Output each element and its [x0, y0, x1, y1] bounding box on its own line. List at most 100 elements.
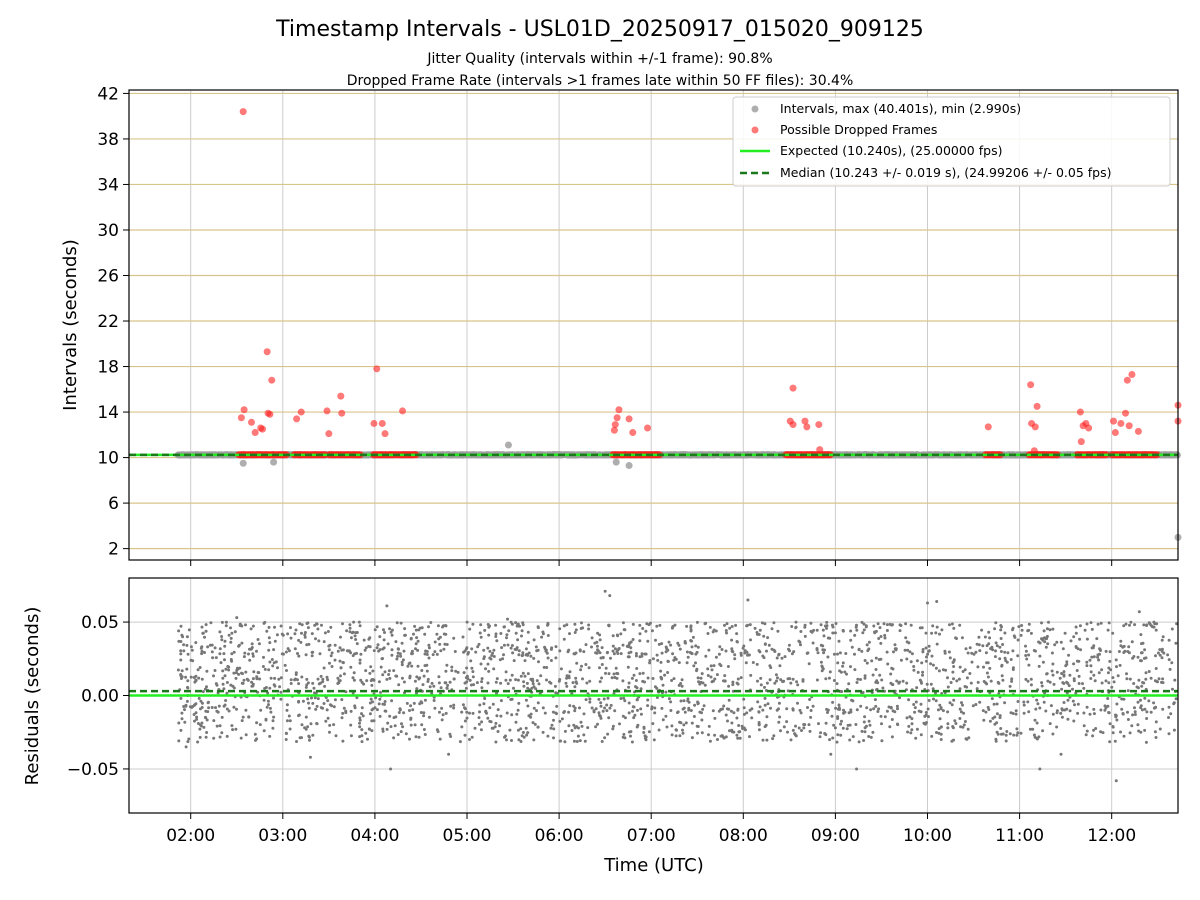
figure-subtitle-dropped: Dropped Frame Rate (intervals >1 frames … — [347, 73, 854, 89]
residual-point — [289, 626, 292, 630]
residual-point — [253, 732, 257, 736]
residual-point — [289, 678, 293, 682]
residual-point — [1051, 712, 1055, 716]
residual-point — [723, 674, 727, 678]
residual-point — [899, 658, 903, 662]
residual-point — [653, 711, 657, 715]
residual-point — [722, 736, 726, 740]
residual-point — [874, 656, 878, 660]
residual-point — [1115, 702, 1119, 706]
residual-point — [876, 710, 880, 713]
residual-point — [720, 648, 724, 651]
residual-point — [206, 701, 210, 705]
residual-point — [277, 677, 281, 681]
residual-point — [1154, 667, 1158, 670]
residual-point — [487, 669, 491, 673]
residual-point — [1144, 671, 1148, 675]
top-x-axis — [190, 560, 1113, 566]
residual-point — [682, 699, 686, 703]
residual-point — [462, 671, 466, 675]
residual-point — [578, 739, 582, 743]
dropped-frame-point — [325, 430, 333, 438]
residual-point — [742, 644, 746, 648]
residual-point — [667, 640, 671, 644]
dropped-frame-point — [1110, 417, 1118, 425]
dropped-frame-point — [240, 406, 248, 414]
residual-point — [515, 712, 519, 716]
dropped-frame-point — [625, 415, 633, 423]
dropped-frame-point — [1031, 423, 1039, 431]
residual-point — [303, 633, 307, 637]
residual-point — [305, 683, 309, 687]
residual-point — [663, 673, 667, 677]
residual-point — [229, 640, 233, 644]
residual-point — [669, 643, 673, 647]
residual-point — [1129, 620, 1133, 624]
residual-point — [185, 699, 189, 703]
residual-point — [340, 698, 344, 702]
residual-point — [680, 684, 684, 688]
residual-point — [567, 710, 571, 714]
residual-point — [199, 707, 202, 711]
residual-point — [446, 683, 450, 687]
residual-point — [1040, 681, 1044, 685]
residual-point — [974, 703, 978, 706]
residual-point — [612, 672, 616, 676]
residual-point — [907, 698, 911, 702]
residual-point — [1140, 708, 1144, 712]
residual-point — [364, 669, 368, 673]
residual-point — [938, 717, 942, 721]
residual-point — [713, 716, 717, 720]
figure-subtitle-jitter: Jitter Quality (intervals within +/-1 fr… — [426, 51, 772, 67]
residual-point — [1160, 656, 1164, 660]
top-y-axis-label: Intervals (seconds) — [60, 239, 81, 411]
residual-point — [358, 735, 362, 739]
residual-point — [465, 666, 469, 670]
dropped-frame-point — [247, 418, 255, 426]
residual-point — [703, 683, 707, 687]
dropped-frame-point — [293, 415, 301, 423]
residual-point — [383, 702, 386, 706]
residual-point — [342, 672, 346, 676]
residual-point — [1085, 729, 1089, 733]
residual-point — [638, 623, 642, 627]
dropped-frame-point — [1077, 438, 1085, 446]
residual-point — [237, 672, 241, 676]
residual-point — [244, 623, 247, 627]
residual-point — [510, 644, 514, 647]
residual-point — [339, 674, 342, 678]
residual-point — [983, 635, 987, 639]
residual-point — [914, 700, 918, 704]
residual-point — [449, 704, 453, 708]
residual-point — [225, 681, 229, 684]
residual-point — [1045, 672, 1049, 676]
top-y-tick-label: 22 — [97, 312, 119, 332]
residual-point — [738, 736, 742, 740]
residual-point — [1119, 730, 1122, 734]
residual-point — [878, 626, 882, 630]
residual-point — [711, 709, 715, 713]
residual-point — [255, 721, 259, 725]
residual-point — [265, 629, 269, 633]
residual-point — [655, 686, 659, 690]
residual-point — [299, 640, 303, 644]
residual-point — [655, 653, 659, 657]
residual-point — [293, 632, 297, 636]
residual-point — [258, 723, 262, 727]
residual-point — [892, 650, 895, 654]
residual-point — [1107, 711, 1111, 714]
residual-point — [1133, 706, 1136, 710]
residual-point — [734, 623, 738, 627]
residual-point — [234, 671, 238, 675]
residual-point — [1128, 623, 1131, 627]
residual-point — [182, 643, 186, 647]
residual-point — [872, 707, 876, 711]
residual-point — [905, 657, 909, 661]
residual-point — [808, 698, 812, 701]
residual-point — [230, 652, 234, 656]
residual-point — [1116, 674, 1120, 678]
residual-point — [429, 621, 433, 624]
residual-point — [655, 624, 659, 628]
residual-point — [499, 632, 503, 635]
residual-point — [244, 670, 248, 674]
